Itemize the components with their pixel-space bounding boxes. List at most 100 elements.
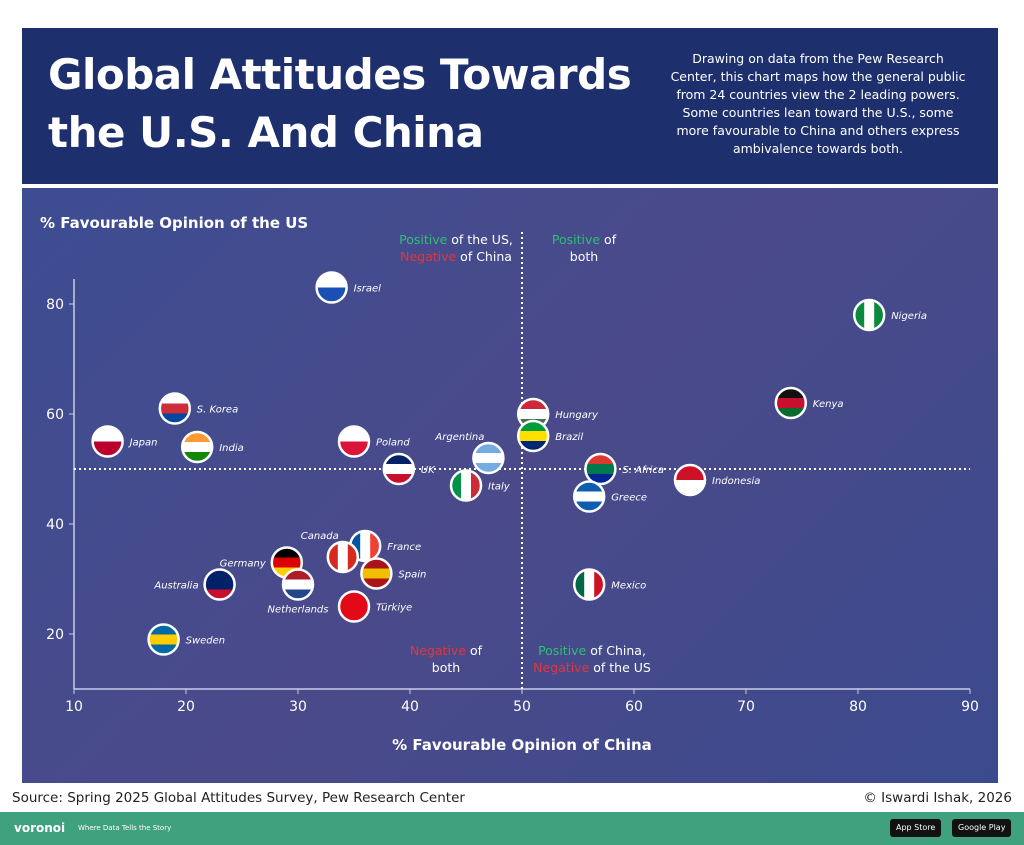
flag-stripe (775, 408, 806, 418)
flag-mexico[interactable] (574, 569, 605, 600)
flag-stripe (864, 300, 875, 330)
flag-stripe (337, 542, 349, 572)
flag-stripe (574, 501, 605, 512)
flag-stripe (350, 531, 361, 561)
x-axis-label: % Favourable Opinion of China (392, 736, 652, 754)
flag-canada[interactable] (327, 542, 359, 572)
flag-stripe (518, 421, 549, 432)
flag-stripe (182, 442, 213, 453)
flag-sweden[interactable] (148, 624, 179, 656)
point-label: UK (421, 465, 436, 476)
flag-t-rkiye[interactable] (339, 591, 369, 623)
flag-france[interactable] (350, 531, 381, 561)
quadrant-label-part: of (600, 232, 617, 247)
point-label: Australia (153, 581, 198, 592)
flag-stripe (775, 398, 806, 409)
flag-s-africa[interactable] (585, 454, 616, 485)
flag-stripe (451, 470, 462, 501)
flag-stripe (383, 474, 414, 484)
flag-stripe (874, 300, 885, 330)
flag-nigeria[interactable] (854, 300, 885, 330)
flag-stripe (518, 399, 549, 410)
flag-israel[interactable] (316, 272, 347, 304)
flag-stripe (775, 388, 806, 399)
data-point (584, 452, 617, 486)
x-tick-label: 50 (513, 699, 531, 715)
chart-panel: 10 20 30 40 50 60 70 80 90 20 40 60 80 % Favourable O… (22, 188, 998, 783)
flag-indonesia[interactable] (675, 465, 705, 496)
flag-australia[interactable] (204, 569, 235, 601)
flag-poland[interactable] (339, 426, 369, 458)
flag-argentina[interactable] (473, 443, 504, 474)
chart-description: Drawing on data from the Pew Research Ce… (670, 51, 966, 156)
data-point (203, 568, 236, 601)
flag-stripe (316, 287, 347, 303)
y-tick-label: 80 (46, 297, 64, 313)
flag-stripe (148, 634, 179, 645)
data-point (572, 480, 606, 513)
flag-stripe (383, 454, 414, 465)
data-point (180, 430, 214, 464)
flag-stripe (204, 569, 235, 580)
x-tick-label: 80 (849, 699, 867, 715)
point-label: Indonesia (712, 476, 760, 487)
data-point (315, 271, 348, 304)
data-point (91, 425, 124, 458)
y-axis-label: % Favourable Opinion of the US (40, 214, 308, 232)
point-label: France (387, 542, 421, 553)
quadrant-label-top-right: Positive of both (552, 232, 617, 264)
x-tick-label: 70 (737, 699, 755, 715)
flag-stripe (360, 531, 371, 561)
flag-stripe (584, 569, 595, 600)
flag-stripe (675, 480, 705, 495)
point-label: Spain (398, 570, 426, 581)
flag-stripe (461, 470, 472, 501)
flag-stripe (518, 441, 549, 451)
quadrant-label-part: both (570, 249, 598, 264)
flag-netherlands[interactable] (283, 569, 313, 601)
x-tick-label: 30 (289, 699, 307, 715)
point-label: Türkiye (376, 603, 412, 614)
y-tick-label: 20 (46, 627, 64, 643)
flag-uk[interactable] (383, 454, 414, 485)
voronoi-logo[interactable]: voronoi (14, 821, 66, 835)
y-tick-label: 60 (46, 407, 64, 423)
x-tick-label: 60 (625, 699, 643, 715)
flag-stripe (159, 403, 190, 414)
flag-japan[interactable] (92, 426, 123, 458)
flag-stripe (271, 547, 302, 558)
flag-stripe (283, 579, 313, 590)
flag-spain[interactable] (361, 558, 392, 590)
flag-kenya[interactable] (775, 388, 806, 419)
data-point (337, 590, 371, 623)
app-store-button[interactable]: App Store (890, 819, 942, 837)
point-label: India (219, 443, 244, 454)
data-point (158, 392, 192, 425)
x-tick-label: 20 (177, 699, 195, 715)
data-point (337, 425, 371, 458)
flag-stripe (159, 413, 190, 424)
flag-stripe (518, 409, 549, 420)
quadrant-label-part: of China, (586, 643, 646, 658)
flag-stripe (473, 443, 504, 454)
data-point (572, 568, 606, 601)
flag-stripe (361, 558, 392, 569)
point-label: Canada (301, 531, 339, 542)
quadrant-label-part: Positive (399, 232, 447, 247)
flag-germany[interactable] (271, 547, 302, 579)
point-label: Greece (611, 493, 647, 504)
quadrant-label-part: Negative (410, 643, 466, 658)
flag-s-korea[interactable] (159, 393, 190, 425)
google-play-button[interactable]: Google Play (952, 819, 1012, 837)
flag-brazil[interactable] (518, 421, 549, 452)
data-point (774, 386, 808, 420)
flag-india[interactable] (182, 432, 213, 463)
flag-stripe (347, 542, 358, 572)
point-label: Kenya (813, 399, 844, 410)
flag-stripe (585, 474, 616, 484)
flag-stripe (361, 568, 392, 579)
flag-stripe (574, 491, 605, 502)
flag-greece[interactable] (574, 481, 605, 513)
data-point (472, 441, 505, 475)
flag-italy[interactable] (451, 470, 482, 501)
